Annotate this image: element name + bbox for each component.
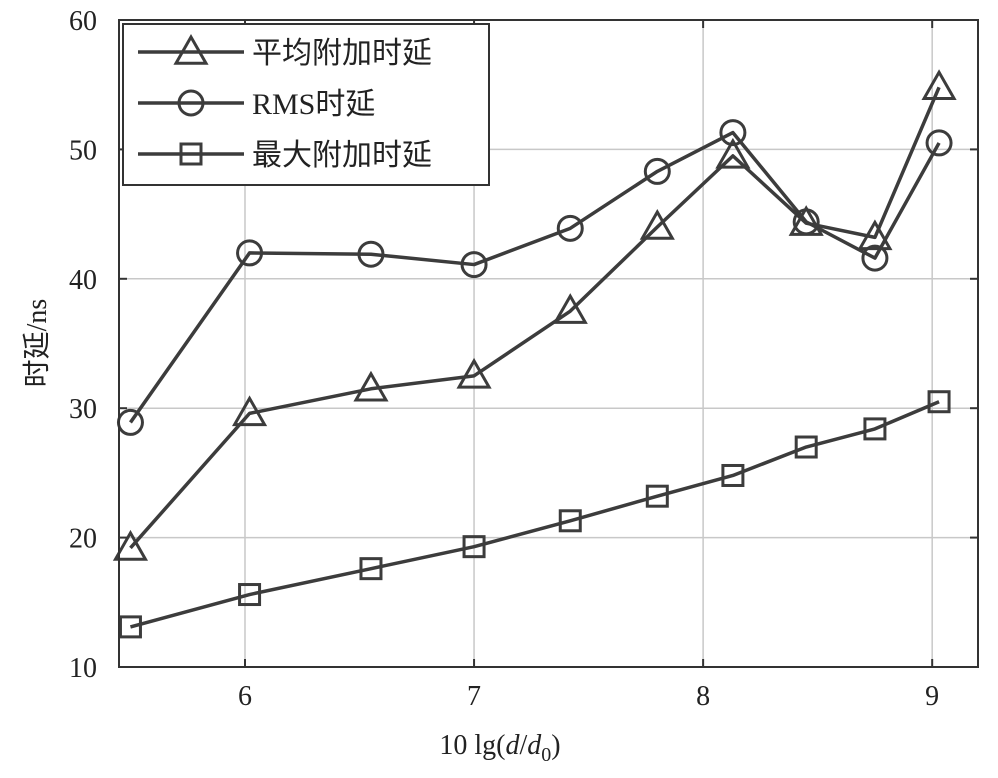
axes-frame [118, 19, 979, 668]
legend-item: 最大附加时延 [138, 139, 432, 172]
y-tick-label: 10 [69, 653, 97, 684]
y-tick-label: 40 [69, 265, 97, 296]
square-marker [179, 142, 203, 166]
x-axis-label: 10 lg(d/d0) [439, 730, 560, 766]
x-tick-label: 8 [696, 681, 710, 712]
legend-item: RMS时延 [138, 88, 375, 121]
series-square [118, 390, 951, 639]
x-tick-label: 6 [238, 681, 252, 712]
series-line [129, 130, 941, 424]
triangle-marker [173, 33, 209, 65]
square-marker [645, 484, 669, 508]
y-tick-label: 50 [69, 135, 97, 166]
series-triangle [112, 69, 957, 561]
circle-marker [357, 240, 385, 268]
square-marker [118, 615, 142, 639]
y-axis-label: 时延/ns [21, 299, 53, 388]
x-tick-label: 9 [925, 681, 939, 712]
circle-marker [177, 89, 205, 117]
legend-label: 最大附加时延 [252, 139, 432, 172]
triangle-marker [456, 357, 492, 389]
triangle-marker [715, 137, 751, 169]
circle-marker [792, 208, 820, 236]
square-marker [558, 509, 582, 533]
series-line [129, 400, 940, 629]
triangle-marker [112, 529, 149, 561]
legend-label: 平均附加时延 [252, 37, 432, 70]
square-marker [927, 390, 951, 414]
y-tick-label: 20 [69, 524, 97, 555]
circle-marker [556, 214, 584, 242]
triangle-marker [921, 69, 957, 101]
triangle-marker [231, 395, 268, 427]
circle-marker [460, 251, 488, 279]
triangle-marker [353, 370, 389, 402]
triangle-marker [857, 219, 893, 251]
square-marker [238, 583, 262, 607]
series-circle [116, 119, 953, 436]
triangle-marker [552, 293, 588, 324]
square-marker [721, 463, 745, 487]
circle-marker [236, 239, 264, 267]
y-tick-label: 60 [69, 6, 97, 37]
circle-marker [719, 119, 747, 147]
legend-label: RMS时延 [252, 88, 375, 121]
circle-marker [643, 157, 671, 185]
x-tick-label: 7 [467, 681, 481, 712]
circle-marker [925, 129, 953, 157]
square-marker [863, 417, 887, 441]
triangle-marker [639, 209, 675, 240]
series-line [129, 86, 941, 550]
axis-ticks: 6 7 8 9 10 20 30 40 50 60 [69, 6, 978, 712]
y-tick-label: 30 [69, 394, 97, 425]
square-marker [359, 557, 383, 581]
legend-item: 平均附加时延 [138, 33, 432, 70]
square-marker [794, 435, 818, 459]
series-layer [112, 69, 957, 639]
square-marker [462, 535, 486, 559]
circle-marker [861, 244, 889, 272]
